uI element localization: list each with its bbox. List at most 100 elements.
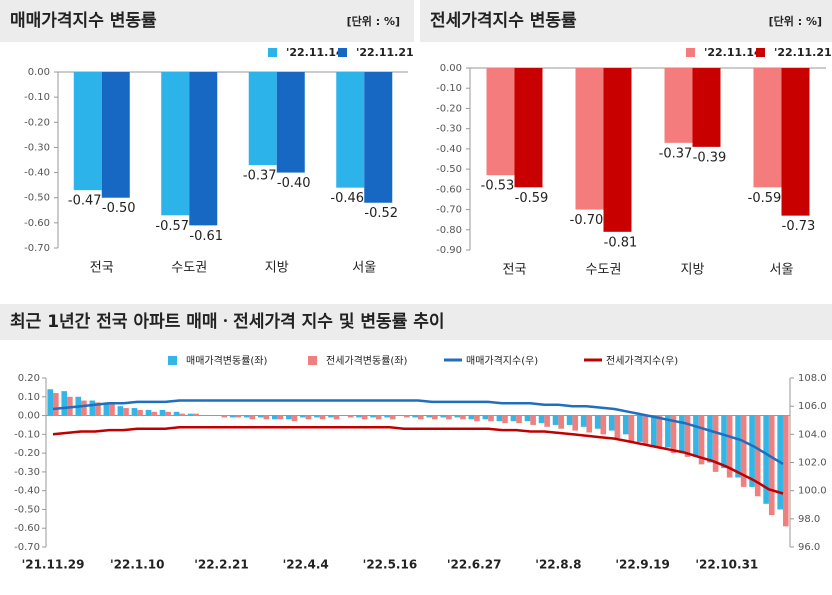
y-tick-label: -0.80 <box>436 225 462 236</box>
legend-label: 전세가격지수(우) <box>606 354 678 367</box>
x-tick-label: 수도권 <box>586 263 622 278</box>
y-tick-label: 100.0 <box>798 486 827 497</box>
y-tick-label: 0.00 <box>18 411 40 422</box>
bar <box>305 415 312 420</box>
y-tick-label: -0.10 <box>436 83 462 94</box>
bar <box>229 415 236 418</box>
bar <box>740 415 747 487</box>
bar <box>454 415 461 418</box>
y-tick-label: 102.0 <box>798 458 827 469</box>
bar <box>61 391 68 416</box>
bar <box>735 415 741 478</box>
bar <box>781 68 810 216</box>
panel-header <box>420 0 832 42</box>
bar <box>684 415 691 457</box>
value-label: -0.61 <box>189 229 223 244</box>
value-label: -0.57 <box>155 219 189 234</box>
bar <box>328 415 334 418</box>
y-tick-label: -0.20 <box>436 103 462 114</box>
bar <box>123 408 129 416</box>
bar <box>749 415 755 487</box>
bar <box>356 415 362 418</box>
legend-swatch <box>338 48 347 57</box>
x-tick-label: '22.2.21 <box>194 558 249 572</box>
bar <box>193 413 200 416</box>
bar <box>347 415 354 418</box>
value-label: -0.52 <box>364 206 398 221</box>
bar <box>566 415 573 425</box>
y-tick-label: -0.40 <box>436 144 462 155</box>
bar <box>603 68 632 232</box>
y-tick-label: -0.70 <box>24 243 50 254</box>
bar <box>364 72 393 203</box>
bar <box>336 72 365 188</box>
legend-label: 매매가격지수(우) <box>466 354 538 367</box>
bar <box>277 415 284 420</box>
y-tick-label: 96.0 <box>798 542 820 553</box>
bar <box>726 415 733 478</box>
bar <box>712 415 719 472</box>
bar <box>763 415 769 504</box>
bar <box>514 68 543 188</box>
bar <box>300 415 306 418</box>
bar <box>594 415 601 429</box>
bar <box>151 411 157 416</box>
chart-title: 전세가격지수 변동률 <box>430 11 577 31</box>
y-tick-label: 0.10 <box>18 392 40 403</box>
value-label: -0.40 <box>277 176 311 191</box>
bar <box>165 411 171 416</box>
bar <box>488 415 494 422</box>
legend-swatch <box>686 48 695 57</box>
bar <box>249 415 256 420</box>
x-tick-label: '22.10.31 <box>695 558 758 572</box>
bar <box>446 415 452 420</box>
bar <box>137 409 143 416</box>
bar <box>384 415 390 418</box>
bar <box>403 415 410 418</box>
y-tick-label: 106.0 <box>798 401 827 412</box>
value-label: -0.81 <box>604 235 638 250</box>
value-label: -0.39 <box>693 150 727 165</box>
bar <box>707 415 713 463</box>
bar <box>600 415 607 435</box>
y-tick-label: 98.0 <box>798 514 820 525</box>
y-tick-label: -0.90 <box>436 245 462 256</box>
bar <box>314 415 320 418</box>
bar <box>370 415 376 418</box>
bar <box>636 415 643 442</box>
x-tick-label: 수도권 <box>171 261 207 276</box>
bar <box>286 415 292 420</box>
x-tick-label: 서울 <box>352 261 376 276</box>
bar <box>608 415 615 431</box>
value-label: -0.70 <box>570 213 604 228</box>
bar <box>516 415 522 424</box>
value-label: -0.59 <box>515 191 549 206</box>
y-tick-label: -0.70 <box>14 542 40 553</box>
bar <box>73 72 102 191</box>
y-tick-label: -0.30 <box>436 124 462 135</box>
x-tick-label: '22.5.16 <box>363 558 418 572</box>
legend-swatch <box>308 356 317 365</box>
bar <box>257 415 264 418</box>
bar <box>161 72 190 216</box>
bar <box>474 415 480 422</box>
bar <box>109 404 115 416</box>
bar <box>272 415 278 420</box>
chart-title: 최근 1년간 전국 아파트 매매ㆍ전세가격 지수 및 변동률 추이 <box>10 312 445 332</box>
bar <box>291 415 298 422</box>
line-series <box>52 399 784 465</box>
bar <box>319 415 326 420</box>
legend-label: 전세가격변동률(좌) <box>326 354 408 367</box>
x-tick-label: '22.9.19 <box>615 558 670 572</box>
bar <box>614 415 621 439</box>
bar <box>664 68 693 143</box>
y-tick-label: -0.50 <box>436 164 462 175</box>
bar <box>221 415 228 418</box>
bar <box>460 415 466 420</box>
y-tick-label: -0.20 <box>24 117 50 128</box>
x-tick-label: 서울 <box>770 263 794 278</box>
panel-header <box>0 0 414 42</box>
bar <box>263 415 270 420</box>
bar <box>538 415 545 424</box>
